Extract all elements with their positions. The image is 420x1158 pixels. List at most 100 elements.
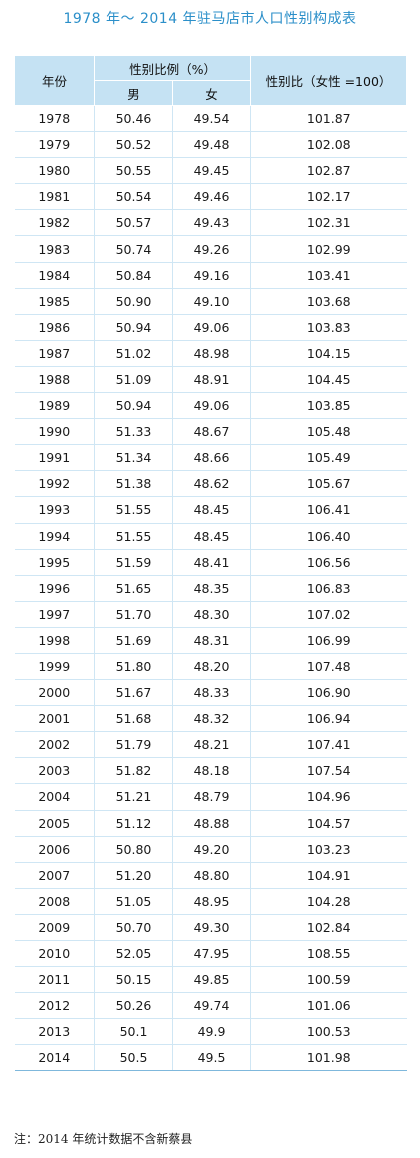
cell-year: 1996 [14,575,95,602]
cell-male: 51.38 [94,470,173,498]
cell-female: 48.20 [171,653,251,681]
table-row: 1999 51.80 48.20 107.48 [14,653,407,681]
cell-sex-ratio: 106.90 [250,679,407,707]
cell-male: 51.05 [94,888,173,915]
cell-female: 49.85 [171,966,251,994]
cell-sex-ratio: 105.49 [250,444,407,472]
cell-female: 48.67 [171,418,251,446]
table-row: 2001 51.68 48.32 106.94 [14,705,407,733]
header-female: 女 [171,80,252,106]
cell-sex-ratio: 104.96 [250,783,407,811]
cell-female: 48.21 [171,731,251,759]
cell-male: 51.70 [94,601,173,628]
cell-female: 49.06 [171,392,251,420]
cell-female: 49.26 [171,235,251,263]
cell-female: 49.54 [171,104,251,133]
table-row: 2013 50.1 49.9 100.53 [14,1018,407,1046]
cell-female: 48.18 [171,757,251,785]
cell-year: 1981 [14,183,95,211]
cell-sex-ratio: 102.87 [250,157,407,185]
table-row: 1979 50.52 49.48 102.08 [14,131,407,159]
cell-male: 50.52 [94,131,173,159]
cell-male: 51.82 [94,757,173,785]
cell-female: 48.80 [171,862,251,889]
cell-male: 50.1 [94,1018,173,1046]
cell-year: 1982 [14,209,95,237]
cell-male: 50.57 [94,209,173,237]
cell-sex-ratio: 102.99 [250,235,407,263]
cell-sex-ratio: 106.83 [250,575,407,602]
cell-female: 48.98 [171,340,251,367]
cell-year: 2007 [14,862,95,889]
cell-sex-ratio: 107.02 [250,601,407,628]
table-row: 1989 50.94 49.06 103.85 [14,392,407,420]
table-row: 2010 52.05 47.95 108.55 [14,940,407,968]
cell-sex-ratio: 106.94 [250,705,407,733]
table-header: 年份 性别比例（%） 性别比（女性 =100） 男 女 [14,55,408,106]
cell-sex-ratio: 107.54 [250,757,407,785]
table-row: 1992 51.38 48.62 105.67 [14,470,407,498]
table-row: 1995 51.59 48.41 106.56 [14,549,407,576]
cell-year: 2001 [14,705,95,733]
cell-sex-ratio: 101.87 [250,104,407,133]
cell-sex-ratio: 104.45 [250,366,407,394]
cell-year: 1986 [14,314,95,341]
table-row: 1984 50.84 49.16 103.41 [14,262,407,289]
cell-sex-ratio: 103.68 [250,288,407,315]
cell-sex-ratio: 102.17 [250,183,407,211]
cell-sex-ratio: 102.84 [250,914,407,942]
cell-year: 1979 [14,131,95,159]
cell-sex-ratio: 100.59 [250,966,407,994]
cell-sex-ratio: 102.31 [250,209,407,237]
table-row: 2002 51.79 48.21 107.41 [14,731,407,759]
table-row: 1981 50.54 49.46 102.17 [14,183,407,211]
cell-male: 50.90 [94,288,173,315]
cell-sex-ratio: 104.15 [250,340,407,367]
cell-year: 2014 [14,1044,95,1072]
table-row: 1997 51.70 48.30 107.02 [14,601,407,628]
cell-male: 51.12 [94,810,173,837]
table-row: 2012 50.26 49.74 101.06 [14,992,407,1020]
cell-sex-ratio: 103.83 [250,314,407,341]
cell-year: 1994 [14,523,95,550]
cell-year: 2011 [14,966,95,994]
table-row: 1996 51.65 48.35 106.83 [14,575,407,602]
cell-year: 2004 [14,783,95,811]
cell-male: 51.55 [94,496,173,524]
cell-sex-ratio: 104.57 [250,810,407,837]
table-title: 1978 年～ 2014 年驻马店市人口性别构成表 [63,11,357,27]
cell-year: 1991 [14,444,95,472]
cell-male: 50.84 [94,262,173,289]
cell-year: 1993 [14,496,95,524]
cell-male: 51.68 [94,705,173,733]
cell-sex-ratio: 103.41 [250,262,407,289]
cell-female: 48.33 [171,679,251,707]
table-row: 1998 51.69 48.31 106.99 [14,627,407,654]
cell-female: 48.45 [171,496,251,524]
cell-female: 49.10 [171,288,251,315]
cell-female: 48.88 [171,810,251,837]
cell-male: 51.02 [94,340,173,367]
cell-female: 48.66 [171,444,251,472]
cell-year: 2009 [14,914,95,942]
cell-year: 1987 [14,340,95,367]
cell-sex-ratio: 102.08 [250,131,407,159]
cell-sex-ratio: 106.41 [250,496,407,524]
cell-female: 49.5 [171,1044,251,1072]
cell-sex-ratio: 106.99 [250,627,407,654]
cell-female: 48.32 [171,705,251,733]
header-sex-ratio: 性别比（女性 =100） [250,55,408,106]
cell-year: 1980 [14,157,95,185]
cell-year: 2008 [14,888,95,915]
cell-male: 50.74 [94,235,173,263]
cell-male: 50.70 [94,914,173,942]
cell-female: 48.45 [171,523,251,550]
cell-year: 1985 [14,288,95,315]
cell-female: 48.35 [171,575,251,602]
cell-male: 50.5 [94,1044,173,1072]
cell-male: 50.26 [94,992,173,1020]
cell-female: 47.95 [171,940,251,968]
header-year: 年份 [14,55,95,106]
cell-year: 1978 [14,104,95,133]
cell-male: 51.79 [94,731,173,759]
